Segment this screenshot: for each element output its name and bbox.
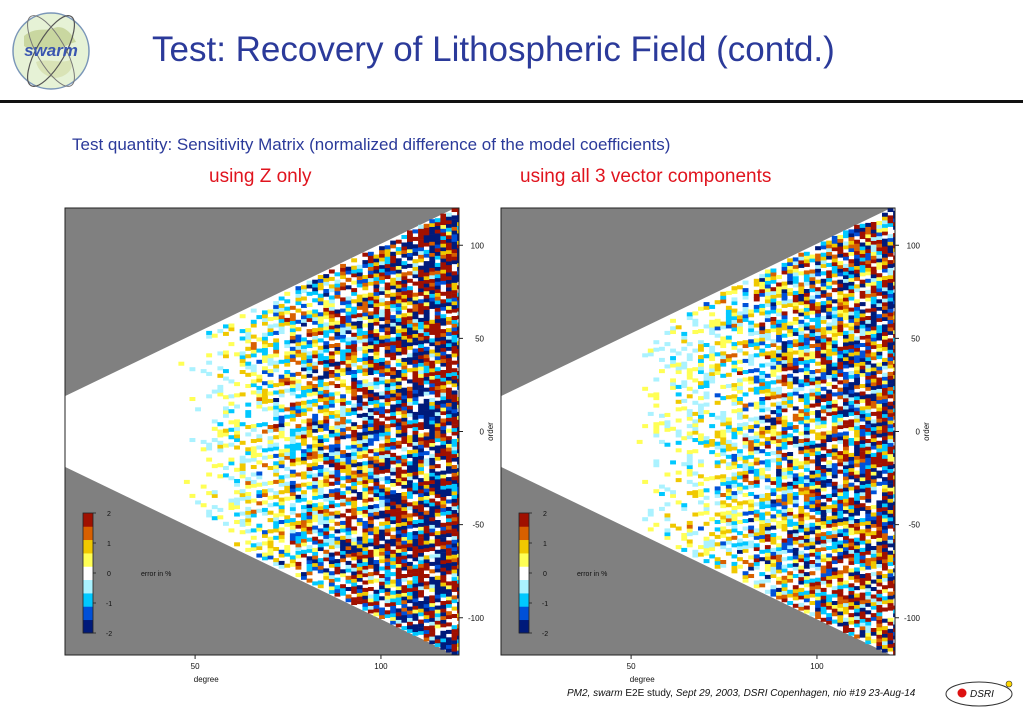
footer-source: PM2, swarm (567, 688, 623, 699)
y-tick-label: -100 (904, 614, 921, 623)
y-tick-label: 100 (907, 241, 921, 250)
colorbar-tick-label: 0 (107, 571, 111, 578)
y-tick-label: 0 (480, 428, 485, 437)
y-axis-label: order (486, 422, 495, 441)
colorbar-tick-label: -1 (542, 601, 548, 608)
y-tick-label: 50 (475, 334, 484, 343)
x-tick-label: 50 (191, 662, 200, 671)
colorbar-tick-label: -1 (106, 601, 112, 608)
colorbar-label: error in % (577, 571, 607, 578)
heatmap-panel-right: 50 100 degree 100 50 0 -50 -100 order 2 1 0 -1 -2 erro… (496, 205, 946, 690)
title-divider (0, 100, 1023, 103)
colorbar-label: error in % (141, 571, 171, 578)
y-tick-label: 0 (916, 428, 921, 437)
colorbar-tick-label: 0 (543, 571, 547, 578)
heatmap-chart-left: 50 100 degree 100 50 0 -50 -100 order 2 1 0 -1 -2 erro… (60, 205, 510, 690)
page-title: Test: Recovery of Lithospheric Field (co… (152, 30, 835, 70)
heatmap-panel-left: 50 100 degree 100 50 0 -50 -100 order 2 1 0 -1 -2 erro… (60, 205, 510, 690)
colorbar-tick-label: 1 (107, 541, 111, 548)
dsri-badge: DSRI (942, 680, 1022, 708)
x-tick-label: 100 (374, 662, 388, 671)
dsri-star-icon (1006, 681, 1012, 687)
subtitle: Test quantity: Sensitivity Matrix (norma… (72, 135, 670, 155)
y-tick-label: 100 (471, 241, 485, 250)
footer-study: E2E study, (623, 688, 676, 699)
y-tick-label: 50 (911, 334, 920, 343)
colorbar-tick-label: 2 (543, 511, 547, 518)
y-tick-label: -50 (472, 521, 484, 530)
x-tick-label: 50 (627, 662, 636, 671)
x-tick-label: 100 (810, 662, 824, 671)
panel-label-right: using all 3 vector components (520, 166, 771, 188)
y-axis-label: order (922, 422, 931, 441)
swarm-logo: swarm (6, 6, 96, 96)
dsri-text: DSRI (970, 689, 994, 700)
footer-date: Sept 29, 2003, DSRI Copenhagen, nio #19 … (676, 688, 916, 699)
colorbar-tick-label: -2 (542, 631, 548, 638)
colorbar-tick-label: 2 (107, 511, 111, 518)
dsri-dot-icon (958, 689, 967, 698)
logo-text: swarm (24, 41, 78, 60)
footer: PM2, swarm E2E study, Sept 29, 2003, DSR… (567, 688, 915, 699)
colorbar-tick-label: 1 (543, 541, 547, 548)
heatmap-chart-right: 50 100 degree 100 50 0 -50 -100 order 2 1 0 -1 -2 erro… (496, 205, 946, 690)
panel-label-left: using Z only (209, 166, 311, 188)
y-tick-label: -100 (468, 614, 485, 623)
x-axis-label: degree (194, 675, 219, 684)
y-tick-label: -50 (908, 521, 920, 530)
colorbar-tick-label: -2 (106, 631, 112, 638)
x-axis-label: degree (630, 675, 655, 684)
